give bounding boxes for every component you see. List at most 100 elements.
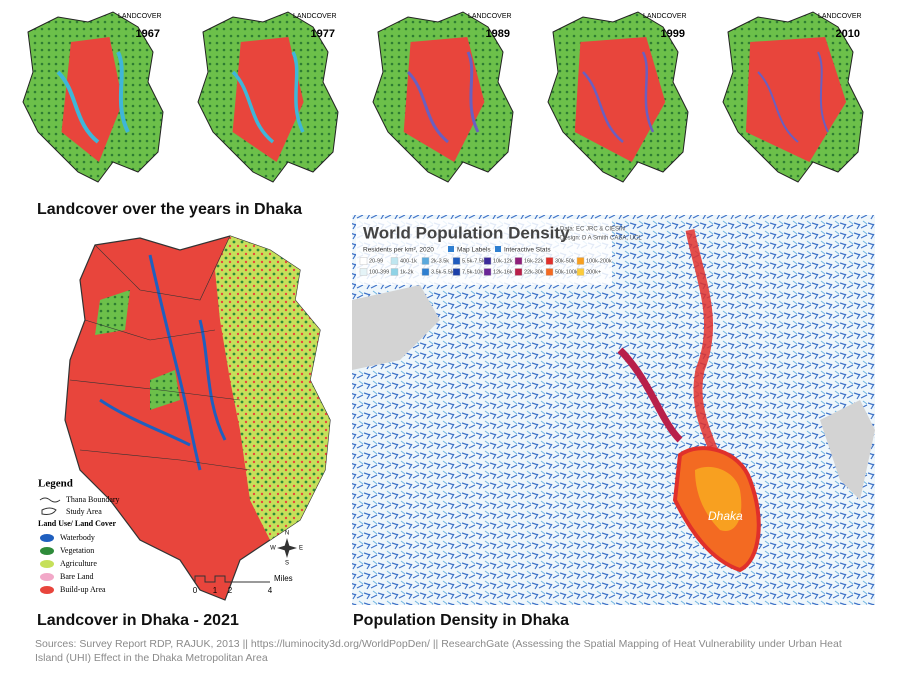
landcover-2021-map xyxy=(64,235,331,601)
dense-corridor xyxy=(617,347,683,443)
bin-swatch xyxy=(514,257,523,265)
map-year: 1967 xyxy=(136,28,160,40)
bin-swatch xyxy=(576,257,585,265)
scale-label: 1 xyxy=(213,586,218,595)
map-title: World Population Density xyxy=(363,223,570,242)
bin-label: 200k+ xyxy=(586,269,601,275)
bin-label: 100-399 xyxy=(369,269,389,275)
landcover-map: LANDCOVER 1977 xyxy=(197,11,339,183)
map-label: LANDCOVER xyxy=(118,13,162,20)
bin-swatch xyxy=(390,257,399,265)
landcover-map: LANDCOVER 1967 xyxy=(22,11,164,183)
compass: N S E W xyxy=(270,531,303,567)
built-up xyxy=(403,37,485,162)
bin-label: 22k-30k xyxy=(524,269,544,275)
water xyxy=(56,51,130,144)
bin-label: 30k-50k xyxy=(555,258,575,264)
legend-swatch xyxy=(40,534,54,542)
bin-swatch xyxy=(483,257,492,265)
landcover-map: LANDCOVER 1989 xyxy=(372,11,514,183)
river-area xyxy=(352,285,875,500)
water xyxy=(406,51,480,144)
checkbox[interactable] xyxy=(448,246,454,252)
credit: Design: D A Smith CASA, UCL xyxy=(560,236,642,242)
map-label: LANDCOVER xyxy=(293,13,337,20)
landcover-map: LANDCOVER 2010 xyxy=(722,11,864,183)
checkbox[interactable] xyxy=(495,246,501,252)
landcover-series: LANDCOVER1967LANDCOVER1977LANDCOVER1989L… xyxy=(22,11,864,183)
bin-label: 12k-16k xyxy=(493,269,513,275)
legend-item: Agriculture xyxy=(60,559,97,568)
map-year: 1999 xyxy=(661,28,685,40)
bin-label: 100k-200k xyxy=(586,258,612,264)
bin-swatch xyxy=(421,268,430,276)
legend-swatch xyxy=(40,586,54,594)
bin-label: 16k-22k xyxy=(524,258,544,264)
legend-item: Study Area xyxy=(66,507,102,516)
water xyxy=(757,51,829,143)
bin-swatch xyxy=(483,268,492,276)
bin-swatch xyxy=(545,257,554,265)
scale-line xyxy=(194,575,270,583)
landcover-legend: Legend Thana Boundary Study Area Land Us… xyxy=(38,478,303,596)
legend-title: Legend xyxy=(38,478,73,490)
compass-label: S xyxy=(285,561,289,567)
bin-label: 3.5k-5.5k xyxy=(431,269,454,275)
density-legend: 20-99 100-399 400-1k 1k-2k 2k-3.5k 3.5k-5.5k 5… xyxy=(359,257,612,276)
caption: Population Density in Dhaka xyxy=(353,612,569,629)
scale-unit: Miles xyxy=(274,574,293,583)
legend-item: Thana Boundary xyxy=(66,495,120,504)
bin-swatch xyxy=(452,257,461,265)
credit: Data: EC JRC & CIESIN xyxy=(560,227,625,233)
landcover-map: LANDCOVER 1999 xyxy=(547,11,689,183)
vegetation-zone xyxy=(95,290,180,410)
map-label: LANDCOVER xyxy=(643,13,687,20)
boundary-symbol xyxy=(39,497,61,503)
legend-item: Build-up Area xyxy=(60,585,106,594)
sources: Sources: Survey Report RDP, RAJUK, 2013 … xyxy=(35,638,842,664)
compass-label: W xyxy=(270,546,276,552)
water xyxy=(582,51,655,143)
legend-swatch xyxy=(40,573,54,581)
bin-label: 5.5k-7.5k xyxy=(462,258,485,264)
density-map: Dhaka World Population Density Data: EC … xyxy=(352,215,875,605)
toggle-label[interactable]: Interactive Stats xyxy=(504,247,551,254)
scale-label: 0 xyxy=(193,586,198,595)
bin-label: 10k-12k xyxy=(493,258,513,264)
bin-swatch xyxy=(576,268,585,276)
built-up xyxy=(232,37,304,162)
river xyxy=(99,254,227,471)
dense-core xyxy=(695,466,742,531)
legend-item: Vegetation xyxy=(60,546,94,555)
city-label: Dhaka xyxy=(708,509,743,523)
compass-rose xyxy=(277,538,297,558)
built-up xyxy=(61,37,123,162)
legend-item: Waterbody xyxy=(60,533,95,542)
toggle-label[interactable]: Map Labels xyxy=(457,247,491,254)
compass-label: E xyxy=(299,546,303,552)
map-year: 1989 xyxy=(486,28,510,40)
bin-swatch xyxy=(421,257,430,265)
bin-label: 7.5k-10k xyxy=(462,269,483,275)
map-label: LANDCOVER xyxy=(468,13,512,20)
legend-swatch xyxy=(40,560,54,568)
bin-swatch xyxy=(359,257,368,265)
bin-swatch xyxy=(545,268,554,276)
scale-label: 2 xyxy=(228,586,233,595)
map-year: 2010 xyxy=(836,28,860,40)
caption: Landcover over the years in Dhaka xyxy=(37,201,302,218)
legend-subtitle: Land Use/ Land Cover xyxy=(38,519,116,528)
bin-label: 400-1k xyxy=(400,258,417,264)
legend-item: Bare Land xyxy=(60,572,94,581)
bin-label: 50k-100k xyxy=(555,269,578,275)
bin-swatch xyxy=(452,268,461,276)
bin-swatch xyxy=(359,268,368,276)
built-up xyxy=(574,37,666,162)
bin-label: 1k-2k xyxy=(400,269,414,275)
map-label: LANDCOVER xyxy=(818,13,862,20)
caption: Landcover in Dhaka - 2021 xyxy=(37,612,239,629)
compass-label: N xyxy=(285,531,289,537)
bin-swatch xyxy=(390,268,399,276)
